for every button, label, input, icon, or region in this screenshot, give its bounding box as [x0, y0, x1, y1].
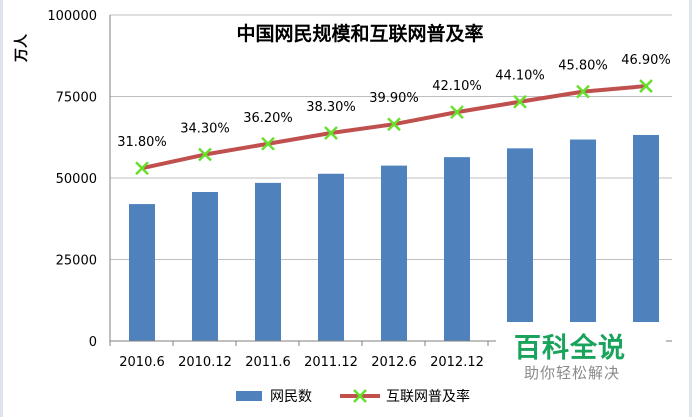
x-tick-label: 2010.6: [119, 355, 165, 370]
bar: [192, 192, 218, 341]
data-label: 45.80%: [558, 59, 608, 74]
legend-line-label: 互联网普及率: [386, 388, 470, 405]
y-tick-labels: 0 25000 50000 75000 100000: [47, 9, 97, 350]
bar: [255, 182, 281, 341]
line-marker: [576, 84, 590, 99]
x-tick-label: 2011.6: [245, 355, 291, 370]
data-labels: 31.80% 34.30% 36.20% 38.30% 39.90% 42.10% 44.1…: [117, 53, 671, 150]
legend: 网民数 互联网普及率: [236, 388, 470, 405]
y-tick-label: 0: [89, 335, 97, 350]
data-label: 36.20%: [243, 111, 293, 126]
watermark-sub-text: 助你轻松解决: [524, 364, 621, 382]
line-marker: [198, 147, 212, 162]
bar: [570, 139, 596, 341]
bar: [129, 204, 155, 341]
x-tick-label: 2012.12: [430, 355, 484, 370]
y-tick-label: 100000: [47, 9, 97, 24]
y-tick-label: 25000: [56, 254, 97, 269]
legend-bar-swatch: [236, 391, 262, 401]
line-marker: [324, 126, 338, 140]
left-frame-edge: [0, 0, 3, 417]
data-label: 31.80%: [117, 135, 167, 150]
watermark-logo: 百科全说 助你轻松解决: [496, 322, 666, 390]
bars: [129, 134, 659, 341]
bar: [318, 173, 344, 341]
line-markers: [135, 79, 653, 176]
y-tick-label: 75000: [56, 91, 97, 106]
bar: [507, 148, 533, 341]
y-axis-label: 万人: [13, 33, 30, 63]
line-marker: [261, 136, 275, 151]
bar: [444, 157, 470, 341]
line-marker: [387, 117, 401, 132]
data-label: 34.30%: [180, 122, 230, 137]
x-tick-label: 2012.6: [371, 355, 417, 370]
line-marker: [135, 161, 149, 176]
data-label: 46.90%: [621, 53, 671, 68]
data-label: 39.90%: [369, 91, 419, 106]
x-tick-label: 2011.12: [304, 355, 358, 370]
line-marker: [513, 94, 527, 109]
legend-line-marker: [353, 389, 367, 403]
data-label: 44.10%: [495, 69, 545, 84]
chart-title: 中国网民规模和互联网普及率: [236, 22, 483, 45]
x-tick-labels: 2010.6 2010.12 2011.6 2011.12 2012.6 2012.12: [119, 355, 484, 370]
bar: [633, 134, 659, 341]
line-marker: [450, 105, 464, 120]
x-tick-label: 2010.12: [178, 355, 232, 370]
watermark-main-text: 百科全说: [514, 333, 626, 364]
bar: [381, 165, 407, 341]
right-frame-edge: [689, 0, 692, 417]
legend-bar-label: 网民数: [270, 389, 312, 405]
y-tick-label: 50000: [56, 172, 97, 187]
data-label: 42.10%: [432, 79, 482, 94]
line-marker: [639, 79, 653, 93]
data-label: 38.30%: [306, 100, 356, 115]
